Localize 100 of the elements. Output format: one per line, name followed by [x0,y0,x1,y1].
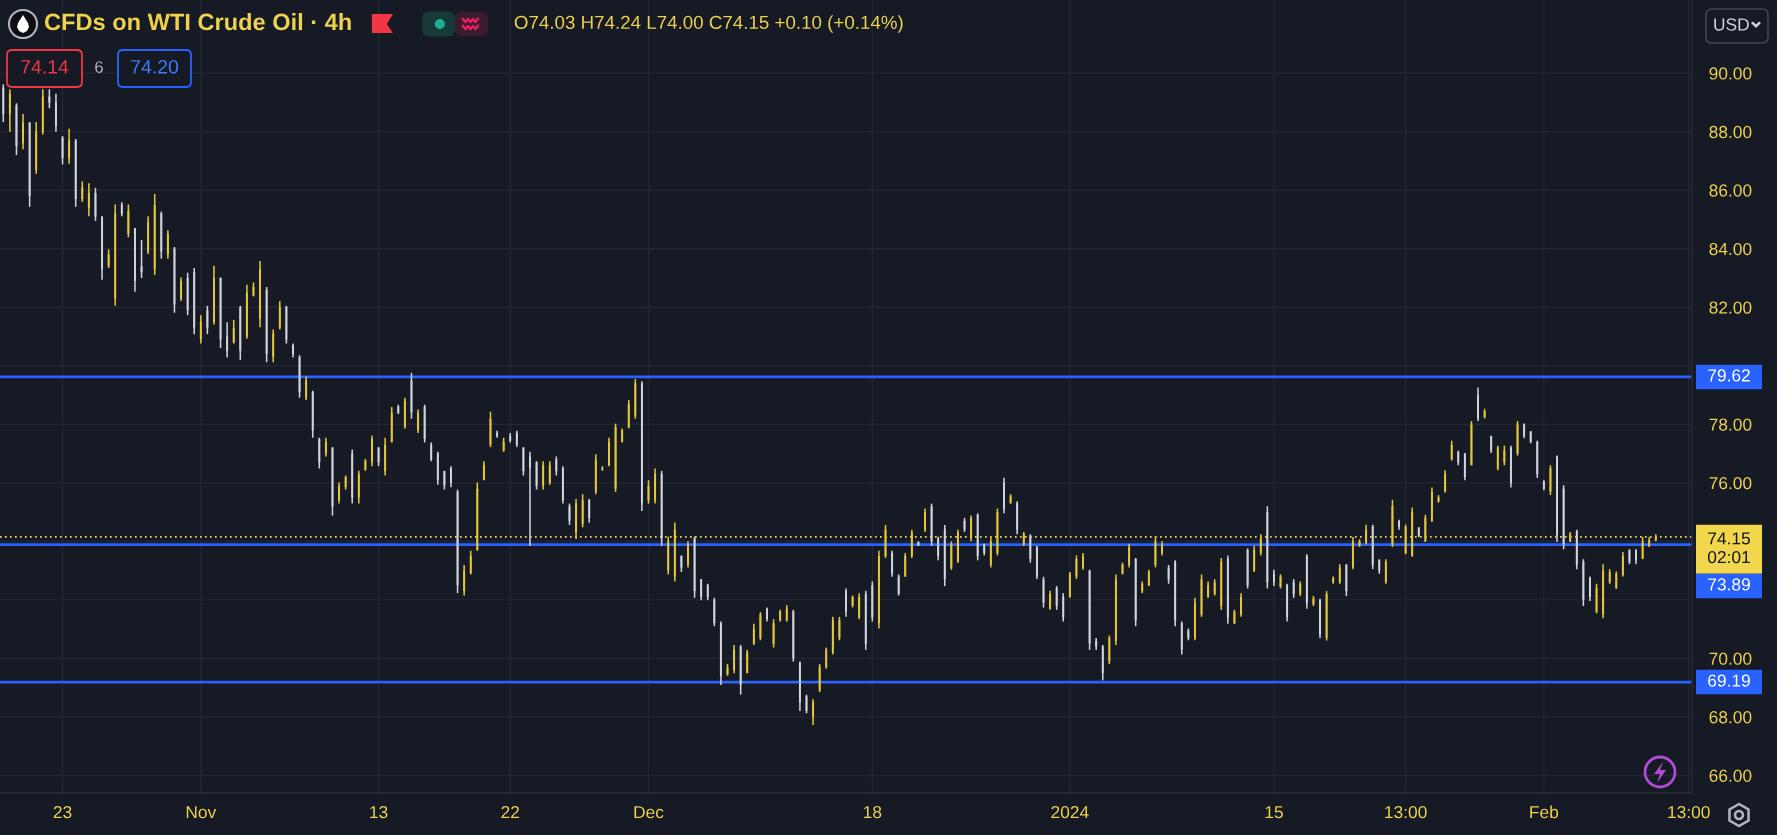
y-tick-label: 88.00 [1709,125,1752,139]
x-tick-label: Nov [186,806,217,819]
candlestick [1121,561,1124,576]
candlestick [2,83,5,123]
candlestick [568,502,571,526]
candlestick [410,372,413,420]
candlestick [226,321,229,359]
candlestick [206,305,209,335]
candlestick [1161,540,1163,557]
candlestick [904,552,907,578]
candlestick [1062,592,1065,623]
y-tick-label: 78.00 [1709,418,1752,431]
candlestick [456,488,459,594]
candlestick [1141,580,1144,594]
candlestick [891,549,894,578]
candlestick [305,375,308,401]
candlestick [370,434,373,467]
candlestick [634,378,637,420]
candlestick [107,248,110,269]
candlestick [1641,536,1644,560]
candlestick [469,549,472,576]
candlestick [937,535,940,562]
candlestick [239,305,242,361]
candlestick [1108,634,1111,665]
candlestick [1536,439,1539,479]
candlestick [1003,477,1005,515]
candlestick [1082,552,1084,571]
candlestick [127,203,130,239]
candlestick [529,451,531,547]
candlestick [1437,494,1440,504]
candlestick [1398,518,1401,531]
candlestick [502,436,505,453]
candlestick [1628,548,1631,565]
candlestick [733,644,736,675]
candlestick [318,436,321,470]
candlestick [871,580,874,623]
candlestick [818,663,821,693]
candlestick [1424,513,1427,543]
candlestick [140,239,143,279]
y-tick-label: 82.00 [1709,301,1752,314]
chart-title: CFDs on WTI Crude Oil · 4h [44,13,351,31]
candlestick [976,512,979,562]
candlestick [930,502,933,547]
candlestick [825,646,828,670]
candlestick [298,354,301,399]
candlestick [1200,573,1203,618]
annotation: 6 [95,61,103,73]
candlestick [581,493,584,529]
y-tick-label: 70.00 [1709,652,1752,665]
candlestick [364,458,367,472]
candlestick [687,540,689,569]
candlestick [173,246,176,314]
candlestick [22,113,25,151]
candlestick [1378,558,1381,575]
candlestick [199,314,202,345]
candlestick [377,446,380,467]
candlestick [1470,420,1473,467]
candlestick [331,446,334,517]
ref-line-label: 69.19 [1708,674,1750,687]
candlestick [1049,590,1052,611]
candlestick [1154,535,1157,569]
candlestick [983,542,986,557]
candlestick [1220,557,1223,611]
candlestick [1496,444,1499,472]
candlestick [1384,558,1387,585]
candlestick [772,618,775,649]
candlestick [1088,568,1091,651]
candlestick [272,328,275,364]
x-tick-label: Feb [1530,805,1559,819]
candlestick [252,281,255,298]
candlestick [713,597,716,627]
candlestick [186,271,189,316]
candlestick [989,535,992,569]
y-tick-label: 90.00 [1709,67,1752,80]
candlestick [680,554,683,573]
candlestick [1259,533,1262,557]
candlestick [390,406,393,444]
candlestick [15,102,18,156]
candlestick [752,623,755,646]
candlestick [700,578,703,601]
candlestick [1319,597,1322,639]
candlestick [1516,420,1519,457]
candlestick [1233,609,1236,625]
candlestick [924,507,926,533]
candlestick [28,121,31,208]
candlestick [94,187,97,222]
candlestick [1312,595,1315,607]
candlestick [219,276,222,349]
candlestick [1068,571,1071,599]
candlestick [897,573,900,597]
candlestick [338,481,341,505]
candlestick [278,300,281,331]
candlestick [344,474,347,491]
candlestick [608,436,610,467]
candlestick [61,135,64,166]
y-tick-label: 84.00 [1709,242,1752,256]
candlestick [706,583,709,601]
candlestick [996,507,999,557]
candlestick [627,399,630,430]
candlestick [324,436,327,458]
